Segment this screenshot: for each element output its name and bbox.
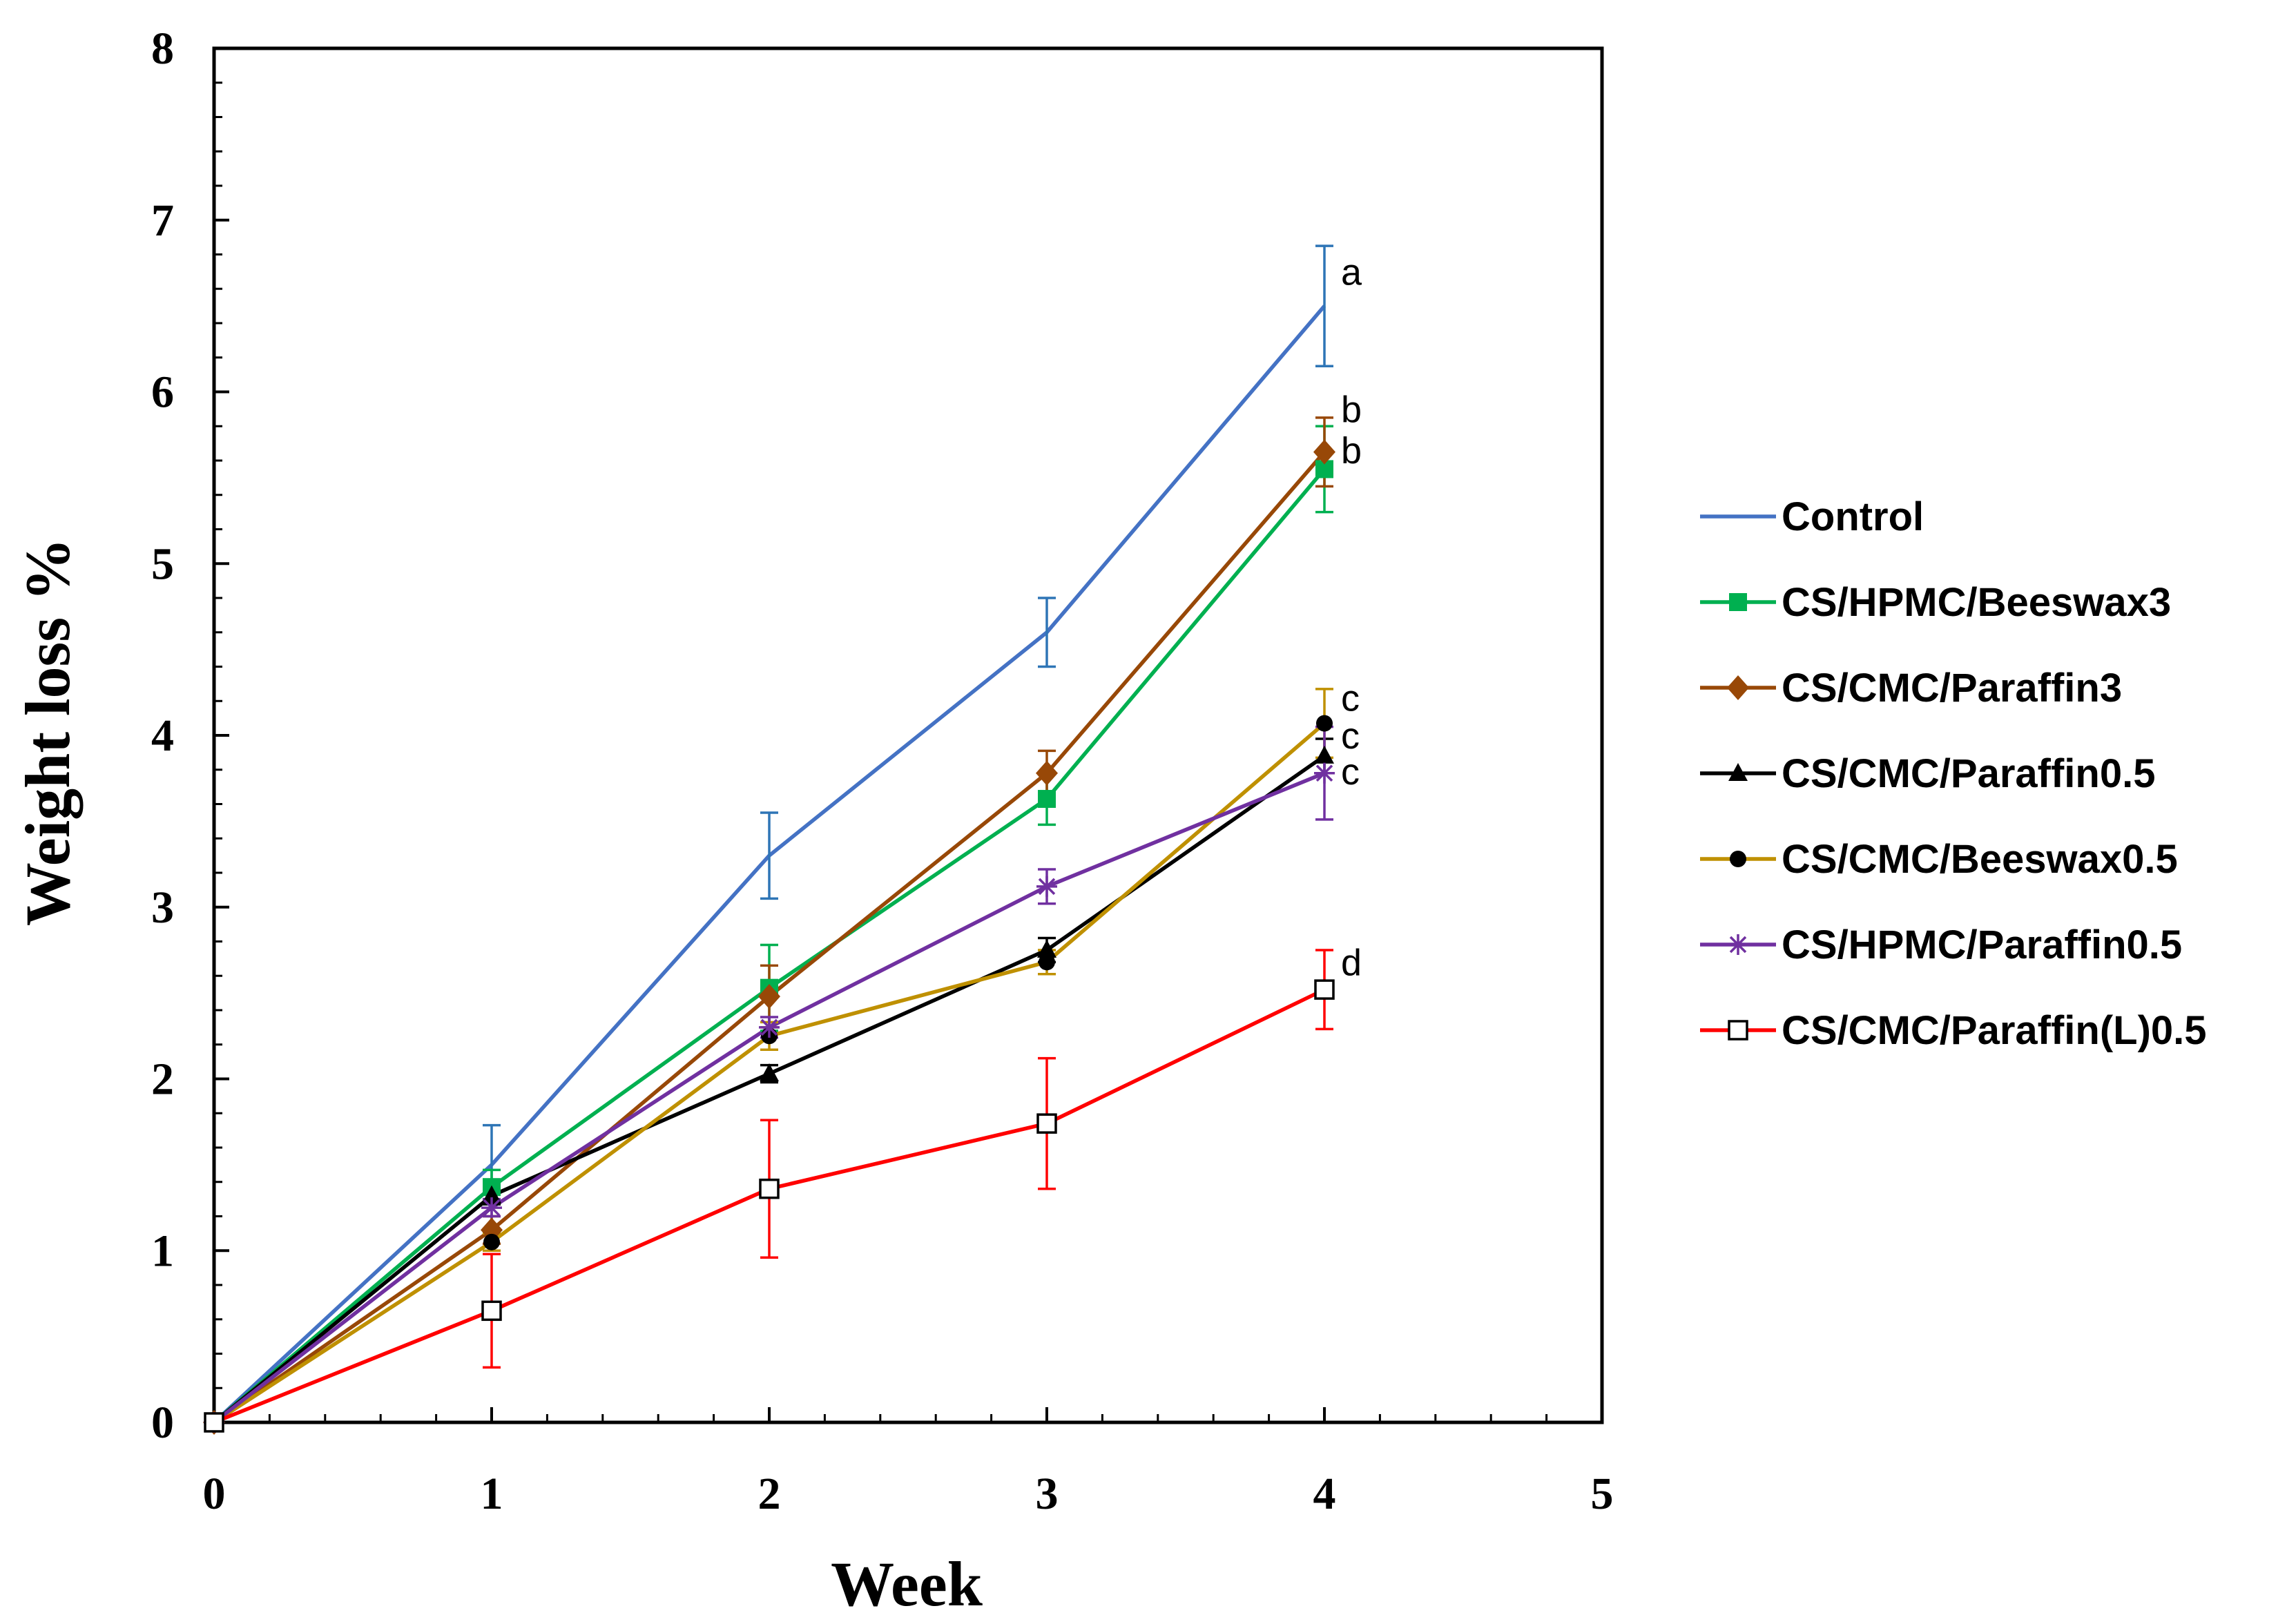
- significance-letter: d: [1341, 942, 1362, 983]
- data-point: [1315, 745, 1334, 764]
- legend-label: CS/CMC/Paraffin3: [1782, 666, 2122, 710]
- x-axis-title: Week: [831, 1549, 983, 1619]
- significance-letter: c: [1341, 715, 1360, 757]
- x-tick-label: 2: [758, 1469, 781, 1519]
- significance-letter: b: [1341, 430, 1362, 472]
- data-point: [482, 1185, 501, 1204]
- legend-marker: [1728, 763, 1748, 781]
- y-axis-title: Weight loss %: [12, 538, 83, 926]
- x-tick-label: 4: [1313, 1469, 1336, 1519]
- y-tick-label: 2: [151, 1054, 174, 1105]
- data-point: [1036, 760, 1058, 786]
- legend-label: Control: [1782, 494, 1924, 539]
- x-tick-label: 0: [203, 1469, 226, 1519]
- legend-label: CS/HPMC/Beeswax3: [1782, 580, 2171, 625]
- data-point: [759, 1178, 780, 1199]
- legend-marker: [1729, 593, 1747, 611]
- data-point: [1037, 939, 1056, 958]
- y-tick-label: 6: [151, 367, 174, 418]
- legend-item: CS/HPMC/Paraffin0.5: [1700, 922, 2182, 967]
- data-point: [481, 1197, 502, 1219]
- x-tick-label: 5: [1591, 1469, 1614, 1519]
- error-bar: [760, 811, 778, 900]
- legend-marker: [1728, 1020, 1748, 1041]
- data-point: [758, 984, 780, 1009]
- data-point: [1313, 439, 1335, 465]
- x-tick-label: 3: [1036, 1469, 1059, 1519]
- legend-marker: [1728, 934, 1748, 955]
- x-tick-label: 1: [481, 1469, 503, 1519]
- legend-label: CS/HPMC/Paraffin0.5: [1782, 922, 2182, 967]
- legend-item: CS/CMC/Paraffin0.5: [1700, 751, 2155, 796]
- y-tick-label: 7: [151, 195, 174, 246]
- y-tick-label: 0: [151, 1398, 174, 1448]
- legend-item: CS/CMC/Paraffin(L)0.5: [1700, 1008, 2207, 1053]
- error-bar: [1038, 597, 1056, 668]
- plot-area: [212, 46, 1604, 1424]
- y-tick-label: 4: [151, 710, 174, 761]
- significance-letter: c: [1341, 677, 1360, 719]
- significance-letter: b: [1341, 389, 1362, 430]
- legend-label: CS/CMC/Paraffin(L)0.5: [1782, 1008, 2207, 1053]
- y-tick-label: 8: [151, 23, 174, 74]
- data-point: [1039, 954, 1055, 971]
- data-point: [1038, 790, 1056, 809]
- legend-marker: [1727, 675, 1749, 700]
- y-tick-label: 5: [151, 539, 174, 589]
- data-point: [1314, 762, 1335, 784]
- data-point: [481, 1300, 502, 1322]
- legend-label: CS/CMC/Beeswax0.5: [1782, 837, 2178, 882]
- data-point: [204, 1412, 224, 1433]
- legend-item: Control: [1700, 494, 1924, 539]
- data-point: [760, 1063, 779, 1082]
- y-tick-label: 1: [151, 1226, 174, 1276]
- data-point: [1036, 876, 1057, 897]
- legend-item: CS/CMC/Paraffin3: [1700, 666, 2122, 710]
- legend-item: CS/CMC/Beeswax0.5: [1700, 837, 2178, 882]
- series-line: [213, 450, 1326, 1424]
- error-bar: [1315, 244, 1333, 367]
- data-point: [1316, 715, 1333, 732]
- legend-item: CS/HPMC/Beeswax3: [1700, 580, 2171, 625]
- data-point: [759, 1016, 780, 1038]
- legend-label: CS/CMC/Paraffin0.5: [1782, 751, 2155, 796]
- data-point: [1314, 979, 1335, 1000]
- legend-marker: [1730, 851, 1746, 867]
- data-point: [1036, 1113, 1057, 1134]
- y-tick-label: 3: [151, 882, 174, 933]
- significance-letter: a: [1341, 251, 1362, 293]
- data-point: [483, 1233, 500, 1250]
- significance-letter: c: [1341, 751, 1360, 793]
